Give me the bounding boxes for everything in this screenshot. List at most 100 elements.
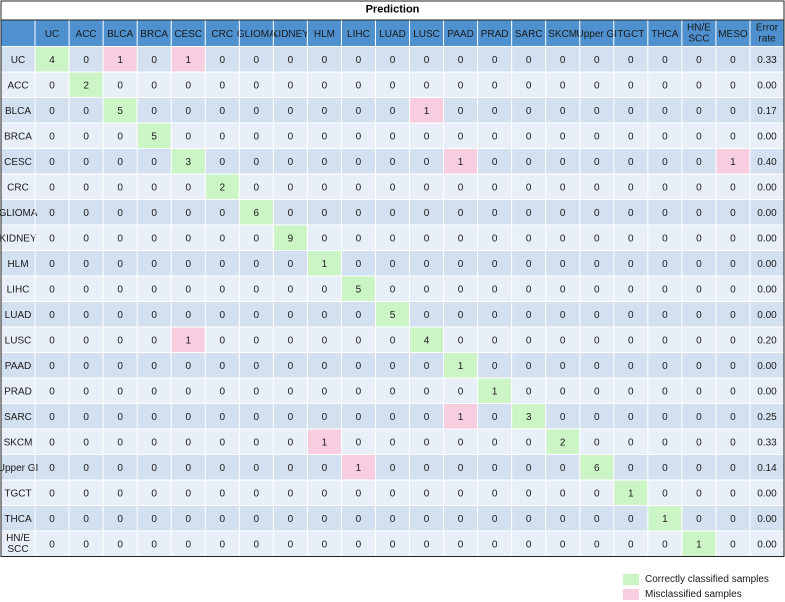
matrix-value: 1 xyxy=(458,412,464,423)
matrix-value: 0 xyxy=(151,80,157,91)
matrix-value: 0 xyxy=(288,539,294,550)
matrix-value: 0 xyxy=(730,182,736,193)
column-header: PAAD xyxy=(447,29,474,40)
matrix-value: 0 xyxy=(117,488,123,499)
matrix-value: 0 xyxy=(83,182,89,193)
matrix-value: 0 xyxy=(390,55,396,66)
matrix-value: 0 xyxy=(492,208,498,219)
matrix-value: 0 xyxy=(560,106,566,117)
matrix-value: 1 xyxy=(458,157,464,168)
matrix-value: 0 xyxy=(322,233,328,244)
column-header: LUAD xyxy=(379,29,406,40)
column-header: LUSC xyxy=(413,29,440,40)
matrix-value: 0 xyxy=(220,80,226,91)
matrix-value: 0 xyxy=(628,310,634,321)
matrix-value: 0 xyxy=(628,361,634,372)
row-label: KIDNEY xyxy=(0,233,37,244)
row-label: LIHC xyxy=(7,284,30,295)
matrix-value: 0 xyxy=(117,80,123,91)
matrix-value: 0 xyxy=(662,335,668,346)
matrix-value: 0 xyxy=(424,284,430,295)
matrix-value: 0 xyxy=(254,488,260,499)
matrix-value: 0 xyxy=(151,539,157,550)
matrix-value: 0 xyxy=(492,284,498,295)
matrix-value: 0 xyxy=(151,106,157,117)
matrix-value: 0 xyxy=(151,335,157,346)
matrix-value: 0 xyxy=(254,259,260,270)
column-header: ACC xyxy=(76,29,97,40)
matrix-value: 0 xyxy=(390,539,396,550)
correct-cell xyxy=(648,506,682,531)
matrix-value: 0 xyxy=(458,310,464,321)
table-row xyxy=(1,250,784,276)
matrix-value: 0 xyxy=(628,233,634,244)
matrix-value: 0 xyxy=(696,259,702,270)
matrix-value: 0 xyxy=(254,437,260,448)
matrix-value: 0 xyxy=(594,55,600,66)
matrix-value: 0 xyxy=(185,259,191,270)
legend-swatch-correct xyxy=(623,574,639,585)
correct-cell xyxy=(410,327,444,352)
matrix-value: 0 xyxy=(322,539,328,550)
error-rate-value: 0.00 xyxy=(757,208,777,219)
column-header: MESO xyxy=(718,29,748,40)
misclassified-cell xyxy=(410,98,444,123)
matrix-value: 1 xyxy=(628,488,634,499)
matrix-value: 0 xyxy=(254,514,260,525)
matrix-value: 0 xyxy=(662,157,668,168)
correct-cell xyxy=(137,123,171,148)
matrix-value: 0 xyxy=(424,310,430,321)
matrix-value: 0 xyxy=(628,539,634,550)
matrix-value: 0 xyxy=(288,335,294,346)
error-rate-value: 0.00 xyxy=(757,233,777,244)
matrix-value: 0 xyxy=(560,55,566,66)
matrix-value: 0 xyxy=(526,539,532,550)
matrix-value: 0 xyxy=(356,233,362,244)
matrix-value: 0 xyxy=(594,514,600,525)
matrix-value: 0 xyxy=(322,208,328,219)
matrix-value: 1 xyxy=(185,335,191,346)
matrix-value: 0 xyxy=(730,233,736,244)
matrix-value: 0 xyxy=(696,437,702,448)
matrix-value: 0 xyxy=(49,539,55,550)
matrix-value: 0 xyxy=(254,182,260,193)
matrix-value: 0 xyxy=(254,386,260,397)
matrix-value: 1 xyxy=(185,55,191,66)
column-header: SKCM xyxy=(548,29,577,40)
matrix-value: 0 xyxy=(594,208,600,219)
matrix-value: 0 xyxy=(594,386,600,397)
matrix-value: 0 xyxy=(594,437,600,448)
matrix-value: 0 xyxy=(254,539,260,550)
matrix-value: 0 xyxy=(83,488,89,499)
matrix-value: 0 xyxy=(185,284,191,295)
correct-cell xyxy=(307,251,341,276)
matrix-value: 0 xyxy=(560,488,566,499)
misclassified-cell xyxy=(171,327,205,352)
matrix-value: 0 xyxy=(526,259,532,270)
matrix-value: 0 xyxy=(628,182,634,193)
table-row xyxy=(1,403,784,429)
matrix-value: 0 xyxy=(151,55,157,66)
matrix-value: 0 xyxy=(560,131,566,142)
matrix-value: 0 xyxy=(696,412,702,423)
matrix-value: 0 xyxy=(628,259,634,270)
matrix-value: 0 xyxy=(492,335,498,346)
row-label: LUAD xyxy=(5,310,32,321)
matrix-value: 0 xyxy=(492,539,498,550)
matrix-value: 0 xyxy=(628,412,634,423)
matrix-value: 0 xyxy=(151,437,157,448)
row-label: PRAD xyxy=(4,386,32,397)
matrix-value: 0 xyxy=(356,514,362,525)
column-header: PRAD xyxy=(481,29,509,40)
matrix-value: 0 xyxy=(356,157,362,168)
matrix-value: 0 xyxy=(83,463,89,474)
matrix-value: 0 xyxy=(560,284,566,295)
matrix-value: 0 xyxy=(458,539,464,550)
matrix-value: 0 xyxy=(730,412,736,423)
header-row xyxy=(1,20,784,47)
row-label: SKCM xyxy=(4,437,33,448)
matrix-value: 0 xyxy=(322,80,328,91)
error-rate-value: 0.17 xyxy=(757,106,777,117)
matrix-value: 0 xyxy=(117,335,123,346)
matrix-value: 0 xyxy=(220,514,226,525)
